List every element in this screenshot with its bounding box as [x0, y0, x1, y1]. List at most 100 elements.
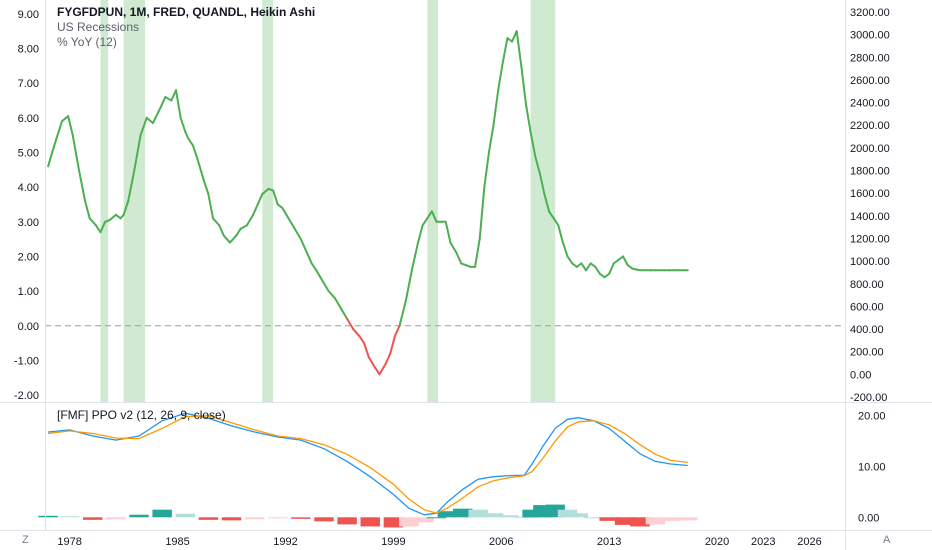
histogram-bar	[599, 517, 619, 521]
price-segment	[67, 115, 74, 137]
left-y-tick-label: -1.00	[14, 355, 39, 367]
price-segment	[235, 227, 242, 237]
right-y-tick-label: 200.00	[850, 347, 884, 359]
price-segment	[256, 193, 264, 206]
x-tick-label: 2020	[705, 536, 729, 548]
price-segment	[421, 217, 429, 227]
price-segment	[84, 200, 91, 220]
right-y-tick-label: 2800.00	[850, 52, 890, 64]
histogram-bar	[83, 517, 103, 520]
right-y-tick-label: 600.00	[850, 301, 884, 313]
histogram-bar	[38, 515, 58, 518]
price-segment	[426, 210, 433, 220]
price-segment	[515, 30, 523, 67]
price-segment	[548, 210, 555, 220]
price-segment	[417, 224, 424, 244]
left-y-tick-label: 8.00	[18, 44, 39, 56]
price-segment	[191, 144, 199, 161]
histogram-bar	[221, 517, 242, 521]
price-segment	[393, 324, 401, 338]
price-segment	[534, 154, 541, 175]
histogram-bar	[568, 513, 589, 518]
histogram-bar	[468, 509, 488, 518]
price-segment	[175, 89, 182, 119]
price-segment	[580, 262, 588, 272]
price-segment	[164, 96, 173, 102]
price-segment	[212, 217, 221, 227]
yoy-legend[interactable]: % YoY (12)	[57, 35, 117, 49]
price-segment	[272, 189, 279, 206]
histogram-bar	[426, 517, 447, 519]
price-segment	[327, 290, 336, 300]
auto-scale-toggle[interactable]: A	[883, 534, 891, 546]
histogram-bar	[337, 517, 357, 525]
price-segment	[384, 352, 392, 365]
price-segment	[608, 262, 615, 275]
price-segment	[228, 234, 238, 244]
price-segment	[449, 241, 458, 254]
price-segment	[252, 203, 259, 216]
price-segment	[281, 206, 290, 220]
price-segment	[261, 187, 270, 196]
price-segment	[94, 224, 102, 234]
price-segment	[202, 179, 210, 196]
recessions-legend[interactable]: US Recessions	[57, 20, 140, 34]
right-y-tick-label: 3200.00	[850, 7, 890, 19]
right-y-tick-label: 1400.00	[850, 211, 890, 223]
price-segment	[133, 134, 142, 171]
left-y-tick-label: 2.00	[18, 251, 39, 263]
histogram-bar	[198, 517, 219, 520]
ppo-lines	[48, 412, 688, 516]
price-segment	[88, 217, 97, 227]
ppo-legend[interactable]: [FMF] PPO v2 (12, 26, 9, close)	[57, 408, 226, 422]
price-segment	[373, 366, 381, 376]
price-segment	[538, 172, 546, 196]
ppo-histogram	[38, 504, 698, 528]
recession-band-4	[530, 0, 556, 402]
price-segment	[196, 158, 205, 182]
price-segment	[239, 224, 248, 230]
x-tick-label: 1999	[381, 536, 405, 548]
timezone-toggle[interactable]: Z	[22, 534, 29, 546]
histogram-bar	[522, 509, 542, 518]
price-segment	[184, 130, 190, 140]
price-segment	[293, 227, 302, 241]
right-y-tick-label: 400.00	[850, 324, 884, 336]
x-tick-label: 1978	[57, 536, 81, 548]
price-segment	[315, 269, 324, 282]
price-segment	[398, 300, 407, 327]
ppo-line	[48, 412, 688, 516]
signal-line	[48, 415, 688, 514]
recession-bands	[100, 0, 556, 402]
right-y-tick-label: -200.00	[850, 392, 887, 404]
histogram-bar	[106, 517, 126, 520]
recession-band-1	[123, 0, 146, 402]
price-segment	[410, 241, 420, 272]
price-segment	[77, 168, 87, 202]
price-segment	[245, 213, 255, 227]
left-y-tick-label: 7.00	[18, 78, 39, 90]
price-segment	[566, 255, 574, 265]
price-segment	[346, 317, 355, 331]
price-segment	[339, 307, 349, 320]
price-segment	[367, 355, 376, 369]
histogram-bar	[59, 516, 80, 518]
price-segment	[333, 297, 342, 310]
histogram-bar	[499, 515, 519, 518]
price-segment	[389, 335, 396, 355]
price-segment	[207, 193, 215, 220]
price-segment	[561, 241, 569, 258]
histogram-bar	[291, 517, 311, 519]
price-segment	[310, 262, 318, 272]
price-segment	[363, 342, 370, 358]
price-segment	[404, 269, 413, 303]
price-segment	[529, 130, 537, 157]
left-y-tick-label: 3.00	[18, 217, 39, 229]
right-y-tick-label: 3000.00	[850, 30, 890, 42]
right-y-tick-label: 1600.00	[850, 188, 890, 200]
histogram-bar	[557, 509, 578, 518]
price-segment	[321, 279, 330, 293]
chart-title[interactable]: FYGFDPUN, 1M, FRED, QUANDL, Heikin Ashi	[57, 5, 316, 19]
